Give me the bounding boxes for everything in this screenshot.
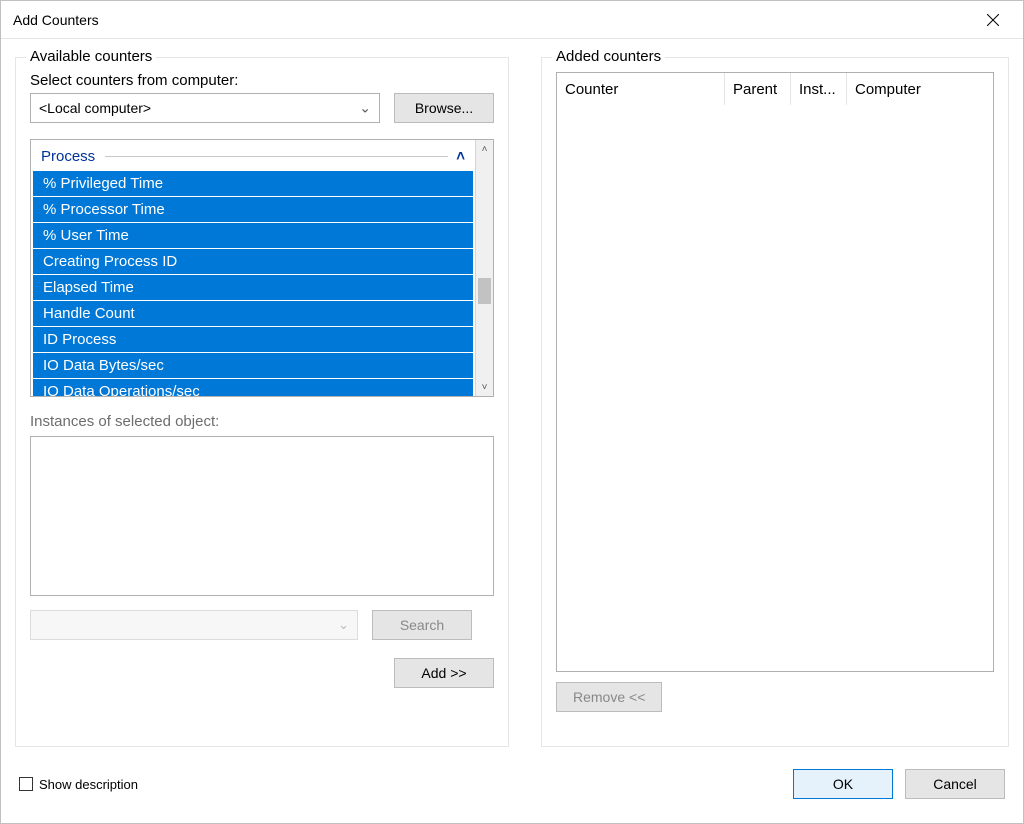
added-counters-table[interactable]: Counter Parent Inst... Computer: [556, 72, 994, 672]
column-counter[interactable]: Counter: [557, 73, 725, 105]
counter-item[interactable]: % Privileged Time: [33, 171, 473, 197]
instances-listbox[interactable]: [30, 436, 494, 596]
cancel-button[interactable]: Cancel: [905, 769, 1005, 799]
select-computer-label: Select counters from computer:: [30, 72, 494, 89]
table-header: Counter Parent Inst... Computer: [557, 73, 993, 105]
column-instance[interactable]: Inst...: [791, 73, 847, 105]
counter-group-header[interactable]: Process ˄: [33, 142, 473, 171]
counter-group-name: Process: [41, 148, 95, 165]
titlebar: Add Counters: [1, 1, 1023, 39]
chevron-down-icon: ⌄: [338, 617, 349, 633]
close-icon: [987, 14, 999, 26]
search-button: Search: [372, 610, 472, 640]
scroll-up-icon: ˄: [476, 140, 493, 158]
instance-search-combobox: ⌄: [30, 610, 358, 640]
counter-item[interactable]: % Processor Time: [33, 197, 473, 223]
counter-scrollbar[interactable]: ˄ ˅: [475, 140, 493, 396]
counter-item[interactable]: % User Time: [33, 223, 473, 249]
show-description-label: Show description: [39, 777, 138, 792]
counter-item[interactable]: Elapsed Time: [33, 275, 473, 301]
available-counters-group: Available counters Select counters from …: [15, 57, 509, 747]
footer: Show description OK Cancel: [1, 761, 1023, 823]
window-title: Add Counters: [13, 12, 975, 28]
available-counters-label: Available counters: [26, 48, 156, 65]
remove-button: Remove <<: [556, 682, 662, 712]
chevron-down-icon: ⌄: [359, 100, 371, 117]
counter-list: Process ˄ % Privileged Time% Processor T…: [30, 139, 494, 397]
counter-list-inner[interactable]: Process ˄ % Privileged Time% Processor T…: [31, 140, 475, 396]
instances-label: Instances of selected object:: [30, 413, 494, 430]
counter-item[interactable]: IO Data Bytes/sec: [33, 353, 473, 379]
computer-combobox-value: <Local computer>: [39, 100, 151, 116]
ok-button[interactable]: OK: [793, 769, 893, 799]
header-divider: [105, 156, 448, 157]
add-counters-dialog: Add Counters Available counters Select c…: [0, 0, 1024, 824]
counter-item[interactable]: Handle Count: [33, 301, 473, 327]
added-counters-label: Added counters: [552, 48, 665, 65]
column-computer[interactable]: Computer: [847, 73, 993, 105]
add-button[interactable]: Add >>: [394, 658, 494, 688]
chevron-up-icon: ˄: [456, 148, 465, 165]
checkbox-icon: [19, 777, 33, 791]
browse-button[interactable]: Browse...: [394, 93, 494, 123]
scroll-down-icon: ˅: [476, 378, 493, 396]
show-description-checkbox[interactable]: Show description: [19, 777, 138, 792]
computer-combobox[interactable]: <Local computer> ⌄: [30, 93, 380, 123]
content-area: Available counters Select counters from …: [1, 39, 1023, 761]
column-parent[interactable]: Parent: [725, 73, 791, 105]
counter-item[interactable]: ID Process: [33, 327, 473, 353]
close-button[interactable]: [975, 5, 1011, 35]
added-counters-group: Added counters Counter Parent Inst... Co…: [541, 57, 1009, 747]
counter-item[interactable]: Creating Process ID: [33, 249, 473, 275]
scroll-thumb[interactable]: [478, 278, 491, 304]
counter-item[interactable]: IO Data Operations/sec: [33, 379, 473, 396]
